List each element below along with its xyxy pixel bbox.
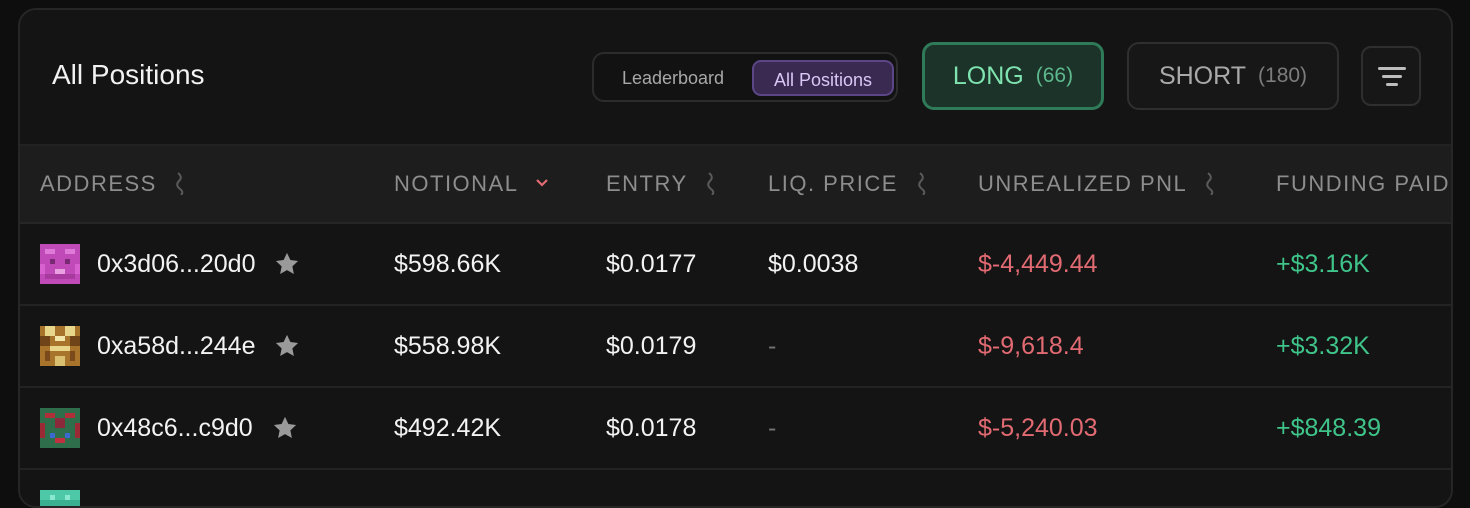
star-icon[interactable] — [273, 250, 301, 278]
liq-price-cell: $0.0038 — [768, 250, 859, 278]
sort-icon — [174, 171, 186, 196]
sort-icon — [705, 171, 717, 196]
filter-button[interactable] — [1361, 46, 1421, 106]
unrealized-pnl-cell: $-4,449.44 — [978, 250, 1098, 278]
avatar — [40, 408, 80, 448]
unrealized-pnl-cell: $-9,618.4 — [978, 332, 1084, 360]
tab-all-positions[interactable]: All Positions — [752, 60, 894, 96]
table-row[interactable]: 0x48c6...c9d0 $492.42K $0.0178 - $-5,240… — [20, 388, 1451, 470]
star-icon[interactable] — [271, 414, 299, 442]
column-header-address[interactable]: ADDRESS — [40, 146, 186, 222]
table-row[interactable]: 0xa58d...244e $558.98K $0.0179 - $-9,618… — [20, 306, 1451, 388]
tab-leaderboard[interactable]: Leaderboard — [621, 68, 725, 88]
entry-cell: $0.0177 — [606, 250, 697, 278]
avatar — [40, 490, 80, 506]
column-header-funding-paid[interactable]: FUNDING PAID — [1276, 146, 1450, 222]
notional-cell: $492.42K — [394, 414, 502, 442]
column-header-notional[interactable]: NOTIONAL — [394, 146, 549, 222]
table-row[interactable]: 0x3d06...20d0 $598.66K $0.0177 $0.0038 $… — [20, 224, 1451, 306]
star-icon[interactable] — [273, 332, 301, 360]
column-label: FUNDING PAID — [1276, 171, 1451, 196]
column-header-entry[interactable]: ENTRY — [606, 146, 717, 222]
sort-icon — [916, 171, 928, 196]
table-header: ADDRESS NOTIONAL ENTRY LIQ. PRICE UNREAL… — [20, 144, 1451, 224]
address-cell: 0x48c6...c9d0 — [40, 388, 299, 468]
avatar — [40, 326, 80, 366]
column-label: ADDRESS — [40, 171, 157, 196]
address-cell: 0xa58d...244e — [40, 306, 301, 386]
long-label: LONG — [952, 61, 1024, 90]
entry-cell: $0.0178 — [606, 414, 697, 442]
view-toggle: Leaderboard All Positions — [592, 52, 898, 102]
column-label: ENTRY — [606, 171, 688, 196]
funding-paid-cell: +$848.39 — [1276, 414, 1381, 442]
entry-cell: $0.0179 — [606, 332, 697, 360]
liq-price-cell: - — [768, 414, 777, 442]
address-cell: 0x3d06...20d0 — [40, 224, 301, 304]
short-filter-button[interactable]: SHORT (180) — [1127, 42, 1339, 110]
short-label: SHORT — [1158, 61, 1247, 90]
address-text[interactable]: 0xa58d...244e — [97, 332, 256, 360]
sort-desc-icon — [535, 171, 549, 195]
sort-icon — [1204, 171, 1216, 196]
unrealized-pnl-cell: $-5,240.03 — [978, 414, 1098, 442]
positions-table: ADDRESS NOTIONAL ENTRY LIQ. PRICE UNREAL… — [20, 144, 1451, 506]
long-count: (66) — [1035, 64, 1074, 87]
avatar — [40, 244, 80, 284]
short-count: (180) — [1258, 64, 1308, 87]
address-text[interactable]: 0x3d06...20d0 — [97, 250, 256, 278]
funding-paid-cell: +$3.16K — [1276, 250, 1370, 278]
column-label: NOTIONAL — [394, 171, 518, 196]
page-title: All Positions — [52, 59, 205, 90]
table-row[interactable] — [20, 470, 1451, 506]
liq-price-cell: - — [768, 332, 777, 360]
funding-paid-cell: +$3.32K — [1276, 332, 1370, 360]
address-text[interactable]: 0x48c6...c9d0 — [97, 414, 253, 442]
positions-panel: All Positions Leaderboard All Positions … — [18, 8, 1453, 508]
notional-cell: $558.98K — [394, 332, 502, 360]
column-label: UNREALIZED PNL — [978, 171, 1187, 196]
column-label: LIQ. PRICE — [768, 171, 898, 196]
notional-cell: $598.66K — [394, 250, 502, 278]
column-header-unrealized-pnl[interactable]: UNREALIZED PNL — [978, 146, 1216, 222]
column-header-liq-price[interactable]: LIQ. PRICE — [768, 146, 928, 222]
long-filter-button[interactable]: LONG (66) — [922, 42, 1104, 110]
